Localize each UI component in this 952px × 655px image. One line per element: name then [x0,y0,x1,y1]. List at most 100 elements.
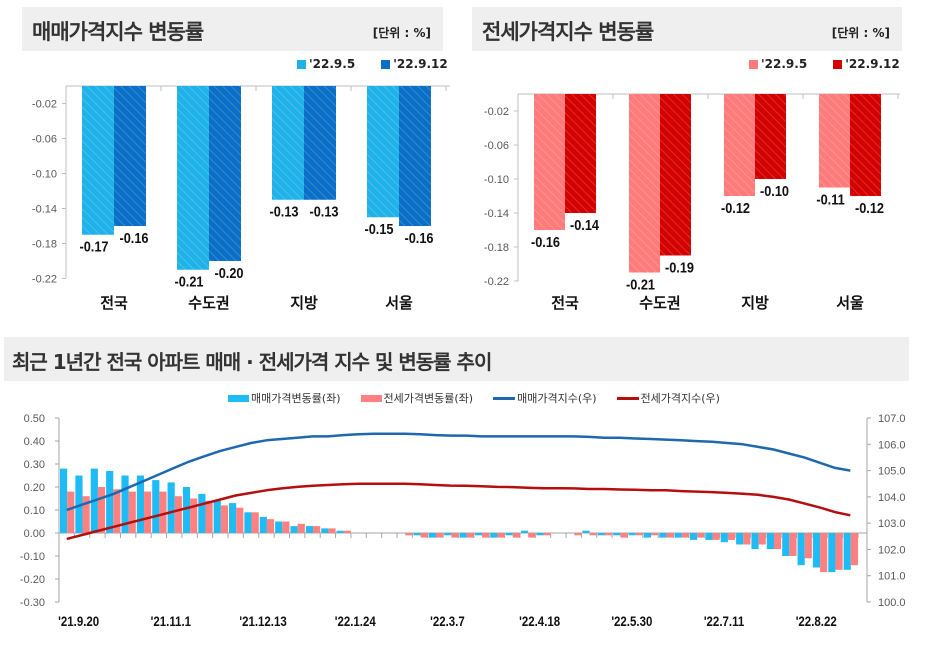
jeonse-rate-bar [251,512,259,533]
sale-rate-bar [259,516,267,533]
sale-rate-bar [60,468,68,533]
legend-swatch [228,394,249,402]
data-label: -0.14 [570,216,599,233]
data-label: -0.11 [816,190,845,207]
jeonse-rate-bar [282,521,290,533]
jeonse-panel-title-bar: 전세가격지수 변동률 [단위 : %] [472,7,902,51]
data-label: -0.15 [364,220,393,237]
legend-item-curr: '22.9.12 [833,57,900,71]
sale-rate-bar [520,530,529,533]
sale-rate-bar [321,528,329,533]
trend-legend: 매매가격변동률(좌) 전세가격변동률(좌) 매매가격지수(우) 전세가격지수(우… [228,390,720,406]
left-y-tick-label: -0.10 [20,551,45,563]
jeonse-rate-bar [482,533,490,538]
legend-item-curr: '22.9.12 [381,57,448,71]
jeonse-rate-bar [758,533,766,545]
jeonse-unit-label: [단위 : %] [831,26,890,40]
legend-swatch [360,394,382,402]
sale-rate-bar [720,533,728,543]
legend-swatch [297,59,306,69]
sale-rate-bar [75,475,83,533]
data-label: -0.16 [119,229,148,246]
y-tick-label: -0.14 [32,204,57,216]
data-label: -0.20 [214,264,243,281]
sale-rate-bar [490,533,498,538]
jeonse-rate-bar [205,500,213,533]
sale-rate-bar [121,475,129,533]
jeonse-rate-bar [727,533,736,540]
left-y-tick-label: 0.30 [24,459,45,471]
data-label: -0.19 [665,258,694,275]
x-tick-label: '21.12.13 [239,613,286,629]
right-y-tick-label: 105.0 [878,466,906,478]
legend-item-prev: '22.9.5 [297,57,355,71]
legend-item-jeonse-index: 전세가격지수(우) [616,390,720,406]
bar [272,86,304,200]
jeonse-rate-bar [743,533,751,545]
bar [755,94,786,179]
data-label: -0.12 [721,199,750,216]
left-y-tick-label: -0.20 [20,574,45,586]
bar [534,94,565,230]
jeonse-rate-bar [697,533,705,538]
sale-panel-title-bar: 매매가격지수 변동률 [단위 : %] [22,7,443,51]
bar [399,86,431,226]
data-label: -0.12 [855,199,884,216]
bar [82,86,114,235]
right-y-tick-label: 107.0 [878,413,906,425]
sale-rate-bar [628,533,636,536]
jeonse-rate-bar [405,533,413,536]
sale-rate-bar [459,533,467,538]
jeonse-rate-bar [266,519,275,533]
x-tick-label: '22.5.30 [611,613,652,629]
bar [565,94,596,213]
sale-rate-bar [536,533,544,536]
sale-legend: '22.9.5 '22.9.12 [297,57,448,71]
jeonse-rate-bar [328,528,336,533]
jeonse-rate-bar [589,533,597,536]
sale-rate-bar [613,533,621,536]
legend-item-jeonse-rate: 전세가격변동률(좌) [360,390,473,406]
legend-item-sale-rate: 매매가격변동률(좌) [228,390,341,406]
jeonse-rate-bar [174,496,182,533]
bar [177,86,209,270]
jeonse-chart-title: 전세가격지수 변동률 [482,20,654,44]
y-tick-label: -0.18 [484,242,509,254]
sale-rate-bar [152,480,160,533]
data-label: -0.16 [404,229,433,246]
bar [660,94,691,256]
right-y-tick-label: 103.0 [878,518,906,530]
x-tick-label: '22.8.22 [796,613,837,629]
y-tick-label: -0.14 [484,208,509,220]
jeonse-rate-bar [190,498,198,533]
y-tick-label: -0.02 [484,106,509,118]
jeonse-rate-bar [820,533,828,573]
jeonse-rate-bar [343,530,351,533]
x-tick-label: '22.3.7 [430,613,465,629]
trend-panel-title-bar: 최근 1년간 전국 아파트 매매 · 전세가격 지수 및 변동률 추이 [4,337,909,381]
sale-rate-bar [182,487,191,533]
sale-rate-bar [843,533,851,570]
y-tick-label: -0.02 [32,99,57,111]
right-y-tick-label: 102.0 [878,544,906,556]
category-label: 지방 [290,294,318,312]
sale-unit-label: [단위 : %] [372,26,431,40]
jeonse-rate-bar [604,533,613,536]
y-tick-label: -0.10 [32,169,57,181]
sale-rate-bar [336,530,344,533]
x-tick-label: '22.1.24 [335,613,377,629]
left-y-tick-label: 0.40 [24,436,45,448]
data-label: -0.13 [269,203,298,220]
category-label: 수도권 [639,294,680,312]
jeonse-rate-bar [313,526,321,533]
sale-rate-bar [428,533,436,538]
data-label: -0.16 [531,233,560,250]
jeonse-rate-bar [97,487,106,533]
category-label: 지방 [741,294,769,312]
bar [209,86,241,261]
jeonse-rate-bar [835,533,843,570]
jeonse-rate-bar [512,533,520,538]
sale-rate-bar [751,533,759,550]
data-label: -0.21 [626,275,655,292]
jeonse-rate-bar [82,496,90,533]
